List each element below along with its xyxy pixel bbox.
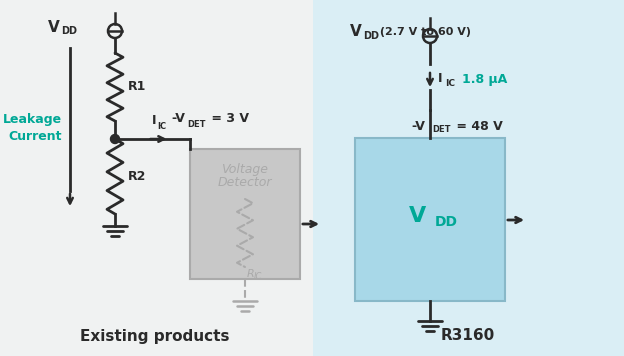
Text: (2.7 V to 60 V): (2.7 V to 60 V) [376, 27, 471, 37]
Text: IC: IC [445, 79, 455, 88]
Text: V: V [409, 205, 427, 225]
Text: R1: R1 [128, 80, 147, 94]
Text: I: I [152, 114, 156, 127]
Text: I: I [438, 73, 442, 85]
Text: 1.8 μA: 1.8 μA [462, 73, 507, 85]
Text: IC: IC [157, 122, 167, 131]
Text: = 3 V: = 3 V [207, 112, 249, 125]
Bar [313, 0, 624, 356]
Circle shape [110, 135, 120, 143]
Text: -V: -V [171, 112, 185, 125]
Text: DD: DD [61, 26, 77, 36]
Bar [190, 149, 300, 279]
Text: Existing products: Existing products [80, 329, 230, 344]
Text: DD: DD [435, 215, 458, 229]
Text: V: V [48, 20, 60, 35]
Text: = 48 V: = 48 V [452, 120, 503, 132]
Text: R2: R2 [128, 170, 147, 183]
Text: DET: DET [432, 125, 451, 134]
Text: DD: DD [363, 31, 379, 41]
Text: V: V [350, 25, 362, 40]
Text: DET: DET [187, 120, 205, 129]
Text: IC: IC [254, 272, 262, 281]
Text: Voltage: Voltage [222, 162, 268, 176]
Bar [355, 138, 505, 301]
Text: R3160: R3160 [441, 329, 495, 344]
Text: Detector: Detector [218, 177, 272, 189]
Text: R: R [247, 269, 255, 279]
Bar [0, 0, 313, 356]
Text: Leakage
Current: Leakage Current [3, 114, 62, 143]
Text: -V: -V [411, 120, 425, 132]
